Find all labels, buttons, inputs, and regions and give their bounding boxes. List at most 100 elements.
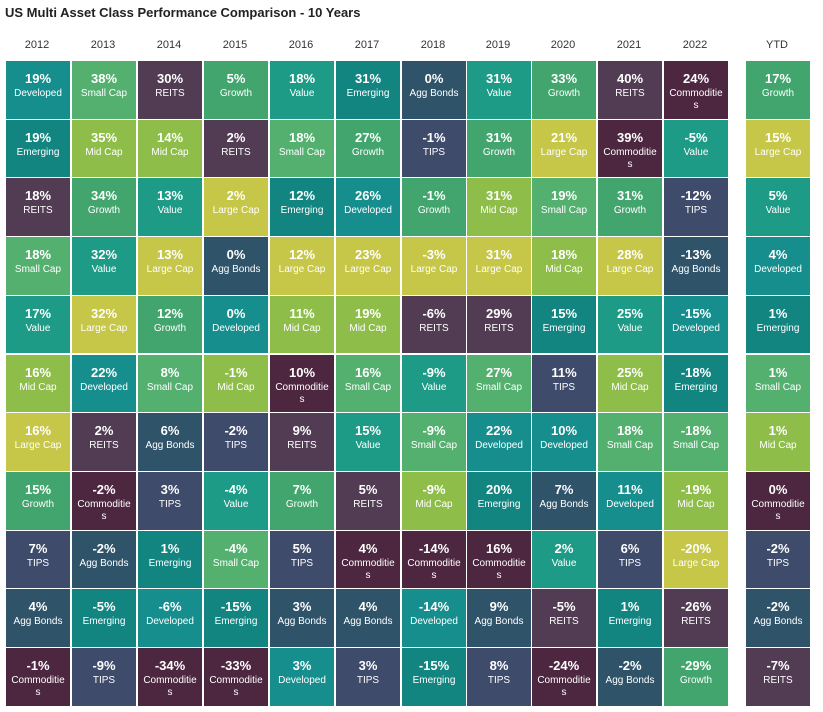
- asset-cell: 10% Developed: [531, 412, 597, 472]
- return-value: -12%: [680, 188, 712, 204]
- return-value: 1%: [160, 540, 180, 556]
- asset-cell: 11% TIPS: [531, 353, 597, 414]
- asset-label: Mid Cap: [415, 498, 453, 510]
- return-value: 15%: [764, 129, 792, 145]
- asset-cell: -9% TIPS: [71, 647, 137, 707]
- return-value: 19%: [354, 305, 382, 321]
- asset-label: Commodities: [341, 557, 395, 581]
- return-value: 25%: [616, 305, 644, 321]
- asset-label: Developed: [754, 264, 802, 276]
- asset-cell: -9% Value: [401, 353, 467, 414]
- asset-label: Commodities: [669, 88, 723, 111]
- asset-cell: 1% Mid Cap: [745, 412, 811, 472]
- asset-cell: -5% Emerging: [71, 588, 137, 648]
- asset-cell: 1% Emerging: [597, 588, 663, 648]
- asset-label: Small Cap: [212, 557, 260, 569]
- return-value: 6%: [160, 423, 180, 439]
- asset-cell: 10% Commodities: [269, 353, 335, 414]
- asset-cell: -9% Small Cap: [401, 412, 467, 472]
- asset-label: Developed: [80, 381, 128, 393]
- asset-cell: -33% Commodities: [203, 647, 269, 707]
- asset-cell: 9% REITS: [269, 412, 335, 472]
- return-value: -2%: [766, 540, 790, 556]
- asset-label: Growth: [761, 88, 795, 99]
- return-value: 18%: [24, 247, 52, 263]
- return-value: -3%: [422, 247, 446, 263]
- return-value: -9%: [422, 364, 446, 380]
- asset-label: Growth: [285, 498, 319, 510]
- asset-cell: 30% REITS: [137, 60, 203, 120]
- asset-cell: -1% TIPS: [401, 118, 467, 179]
- asset-cell: -1% Commodities: [5, 647, 71, 707]
- return-value: 19%: [550, 188, 578, 204]
- asset-cell: 31% Value: [466, 60, 532, 120]
- asset-label: TIPS: [224, 440, 248, 452]
- asset-label: Developed: [540, 440, 588, 452]
- return-value: 12%: [288, 188, 316, 204]
- asset-label: Mid Cap: [480, 205, 518, 217]
- asset-cell: 4% Agg Bonds: [5, 588, 71, 648]
- asset-cell: 2% REITS: [203, 118, 269, 179]
- return-value: 1%: [768, 305, 788, 321]
- asset-label: Value: [223, 498, 249, 510]
- asset-cell: -2% TIPS: [745, 529, 811, 590]
- asset-cell: -3% Large Cap: [401, 236, 467, 296]
- asset-cell: 31% Mid Cap: [466, 177, 532, 238]
- asset-cell: 20% Emerging: [466, 470, 532, 531]
- return-value: 5%: [226, 71, 246, 86]
- column-header: 2013: [90, 39, 116, 51]
- asset-label: Agg Bonds: [409, 88, 459, 99]
- column-header: 2016: [288, 39, 314, 51]
- return-value: -1%: [422, 129, 446, 145]
- asset-cell: 18% Small Cap: [269, 118, 335, 179]
- asset-label: Mid Cap: [349, 322, 387, 334]
- return-value: 31%: [485, 71, 513, 86]
- return-value: 15%: [550, 305, 578, 321]
- asset-cell: 21% Large Cap: [531, 118, 597, 179]
- asset-label: Developed: [606, 498, 654, 510]
- asset-cell: 1% Small Cap: [745, 353, 811, 414]
- return-value: 18%: [24, 188, 52, 204]
- asset-label: Growth: [679, 675, 713, 686]
- return-value: -14%: [418, 540, 450, 556]
- asset-cell: -2% TIPS: [203, 412, 269, 472]
- column-header: 2015: [222, 39, 248, 51]
- asset-label: Emerging: [542, 322, 586, 334]
- asset-label: Value: [421, 381, 447, 393]
- asset-label: Emerging: [756, 322, 800, 334]
- asset-label: Large Cap: [344, 264, 392, 276]
- asset-cell: 27% Small Cap: [466, 353, 532, 414]
- asset-cell: -6% REITS: [401, 294, 467, 355]
- asset-cell: -1% Mid Cap: [203, 353, 269, 414]
- asset-cell: 19% Small Cap: [531, 177, 597, 238]
- asset-label: Agg Bonds: [13, 616, 63, 628]
- asset-cell: -15% Emerging: [401, 647, 467, 707]
- asset-label: Commodities: [209, 675, 263, 698]
- return-value: 25%: [616, 364, 644, 380]
- asset-label: TIPS: [487, 675, 511, 686]
- asset-label: Large Cap: [146, 264, 194, 276]
- return-value: -6%: [422, 305, 446, 321]
- asset-label: Agg Bonds: [145, 440, 195, 452]
- asset-label: TIPS: [92, 675, 116, 686]
- asset-label: Growth: [482, 146, 516, 158]
- asset-label: REITS: [549, 616, 579, 628]
- asset-cell: 28% Large Cap: [597, 236, 663, 296]
- return-value: 23%: [354, 247, 382, 263]
- asset-cell: -15% Emerging: [203, 588, 269, 648]
- return-value: 2%: [554, 540, 574, 556]
- return-value: 16%: [485, 540, 513, 556]
- asset-cell: 5% Value: [745, 177, 811, 238]
- asset-label: Emerging: [412, 675, 456, 686]
- asset-cell: 26% Developed: [335, 177, 401, 238]
- asset-label: REITS: [484, 322, 514, 334]
- column-header: 2019: [485, 39, 511, 51]
- return-value: 0%: [424, 71, 444, 86]
- return-value: 16%: [24, 364, 52, 380]
- asset-label: Small Cap: [540, 205, 588, 217]
- asset-cell: -20% Large Cap: [663, 529, 729, 590]
- asset-cell: 16% Large Cap: [5, 412, 71, 472]
- asset-cell: 1% Emerging: [137, 529, 203, 590]
- asset-cell: 4% Commodities: [335, 529, 401, 590]
- asset-label: TIPS: [552, 381, 576, 393]
